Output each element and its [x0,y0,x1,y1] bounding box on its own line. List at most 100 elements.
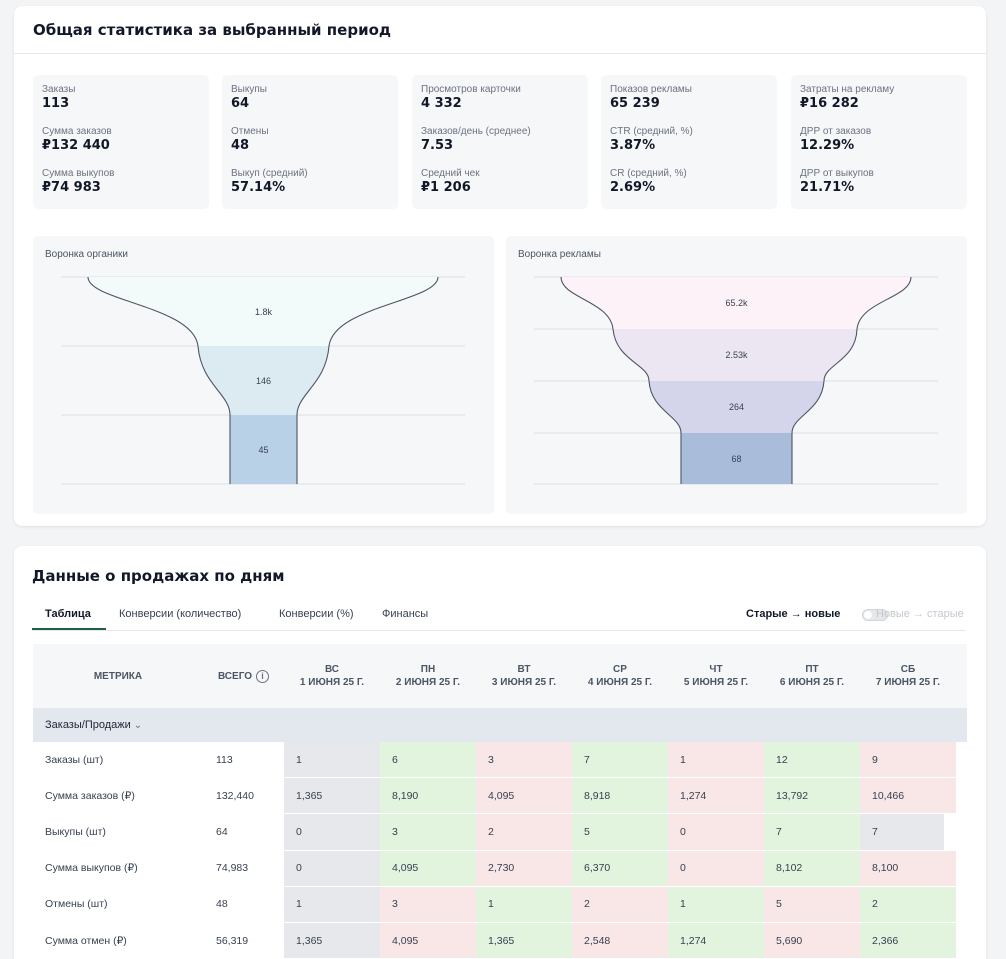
stat-label: Отмены [231,126,269,137]
ads-funnel-chart: 65.2k 2.53k 264 68 [534,276,938,485]
info-icon[interactable]: i [256,669,270,683]
column-header-metric: МЕТРИКА [33,644,203,708]
sort-new-old-label[interactable]: Новые → старые [876,608,964,620]
day-value-cell: 4,095 [380,850,476,886]
day-value-cell: 2 [476,814,572,850]
day-value-cell: 0 [284,814,380,850]
divider [14,53,986,54]
overview-title: Общая статистика за выбранный период [33,21,391,39]
day-value-cell: 0 [284,850,380,886]
sort-old-new-label[interactable]: Старые → новые [746,608,841,620]
day-value-cell: 1 [476,886,572,922]
funnel-stage [649,381,824,433]
stat-label: Заказов/день (среднее) [421,126,531,137]
header-day-of-week: СБ [900,664,916,675]
tab-conversions-percent[interactable]: Конверсии (%) [279,608,354,620]
stat-box-orders: Заказы 113 Сумма заказов ₽132 440 Сумма … [33,75,209,209]
metric-cell: Сумма выкупов (₽) [33,850,203,886]
stat-value: ₽1 206 [421,180,471,195]
table-row: Сумма заказов (₽) 132,440 1,365 8,190 4,095 8… [33,778,967,815]
funnel-stage-label: 68 [731,454,741,464]
group-label: Заказы/Продажи [45,719,131,731]
header-day-of-week: ВС [324,664,340,675]
column-header-day: ПТ 6 ИЮНЯ 25 Г. [764,644,860,708]
column-header-total: ВСЕГО i [203,644,284,708]
header-day-of-week: ПТ [805,664,819,675]
day-value-cell: 2 [860,886,956,922]
day-value-cell: 1,365 [476,922,572,959]
stat-value: 12.29% [800,138,855,153]
stat-value: 3.87% [610,138,656,153]
stat-value: 113 [42,96,70,111]
organic-funnel: 1.8k 146 45 Воронка органики [33,236,494,514]
tab-finance[interactable]: Финансы [382,608,429,620]
day-value-cell: 1 [668,886,764,922]
stat-label: Выкуп (средний) [231,168,308,179]
total-cell: 48 [203,886,284,922]
stat-label: ДРР от выкупов [800,168,874,179]
table-row: Сумма отмен (₽) 56,319 1,365 4,095 1,365 2,54… [33,922,967,959]
day-value-cell: 3 [476,742,572,778]
table-body: Заказы (шт) 113 1 6 3 7 1 12 9 Сумма заказов (₽) 1… [33,742,967,959]
table-header: МЕТРИКА ВСЕГО i ВС 1 ИЮНЯ 25 Г. ПН 2 ИЮНЯ 2… [33,644,967,708]
stat-label: Сумма заказов [42,126,112,137]
day-value-cell: 1,365 [284,778,380,814]
day-value-cell: 1 [284,742,380,778]
metric-cell: Заказы (шт) [33,742,203,778]
funnel-stage-label: 2.53k [725,350,748,360]
table-row: Отмены (шт) 48 1 3 1 2 1 5 2 [33,886,967,923]
funnel-stage-label: 65.2k [725,298,748,308]
stat-box-buyouts: Выкупы 64 Отмены 48 Выкуп (средний) 57.1… [222,75,398,209]
table-row: Выкупы (шт) 64 0 3 2 5 0 7 7 [33,814,967,851]
column-header-day: ВС 1 ИЮНЯ 25 Г. [284,644,380,708]
stat-value: ₽74 983 [42,180,101,195]
header-date: 5 ИЮНЯ 25 Г. [683,677,749,688]
header-day-of-week: ПН [420,664,436,675]
day-value-cell: 9 [860,742,956,778]
funnel-stage [88,277,438,346]
day-value-cell: 6,370 [572,850,668,886]
header-label: ВСЕГО [217,670,253,682]
funnel-stage [230,415,297,484]
stat-value: ₽132 440 [42,138,110,153]
header-day-of-week: СР [613,664,627,675]
day-value-cell: 1 [284,886,380,922]
header-date: 1 ИЮНЯ 25 Г. [299,677,365,688]
stat-label: CTR (средний, %) [610,126,693,137]
day-value-cell: 2 [572,886,668,922]
active-tab-indicator [32,628,106,630]
day-value-cell: 10,466 [860,778,956,814]
day-value-cell: 12 [764,742,860,778]
stat-label: ДРР от заказов [800,126,872,137]
day-value-cell: 6 [380,742,476,778]
stat-box-ad-spend: Затраты на рекламу ₽16 282 ДРР от заказо… [791,75,967,209]
stat-value: 4 332 [421,96,462,111]
day-value-cell: 13,792 [764,778,860,814]
sort-order-toggle[interactable] [862,609,888,621]
day-value-cell: 8,100 [860,850,956,886]
funnel-title: Воронка рекламы [518,249,601,260]
group-row-orders-sales[interactable]: Заказы/Продажи ⌄ [33,708,967,742]
day-value-cell: 8,102 [764,850,860,886]
header-date: 3 ИЮНЯ 25 Г. [491,677,557,688]
day-value-cell: 5 [764,886,860,922]
total-cell: 74,983 [203,850,284,886]
day-value-cell: 0 [668,814,764,850]
stat-label: Сумма выкупов [42,168,115,179]
tab-table[interactable]: Таблица [45,608,91,620]
header-date: 7 ИЮНЯ 25 Г. [875,677,941,688]
funnel-stage-label: 1.8k [255,307,273,317]
day-value-cell: 2,548 [572,922,668,959]
day-value-cell: 8,190 [380,778,476,814]
stat-box-views: Просмотров карточки 4 332 Заказов/день (… [412,75,588,209]
column-header-day: СР 4 ИЮНЯ 25 Г. [572,644,668,708]
stat-value: 65 239 [610,96,660,111]
tab-conversions-count[interactable]: Конверсии (количество) [119,608,242,620]
total-cell: 132,440 [203,778,284,814]
header-day-of-week: ЧТ [709,664,723,675]
stat-value: 7.53 [421,138,454,153]
stat-value: 57.14% [231,180,286,195]
day-value-cell: 1,365 [284,922,380,959]
funnel-title: Воронка органики [45,249,128,260]
stat-label: Просмотров карточки [421,84,521,95]
